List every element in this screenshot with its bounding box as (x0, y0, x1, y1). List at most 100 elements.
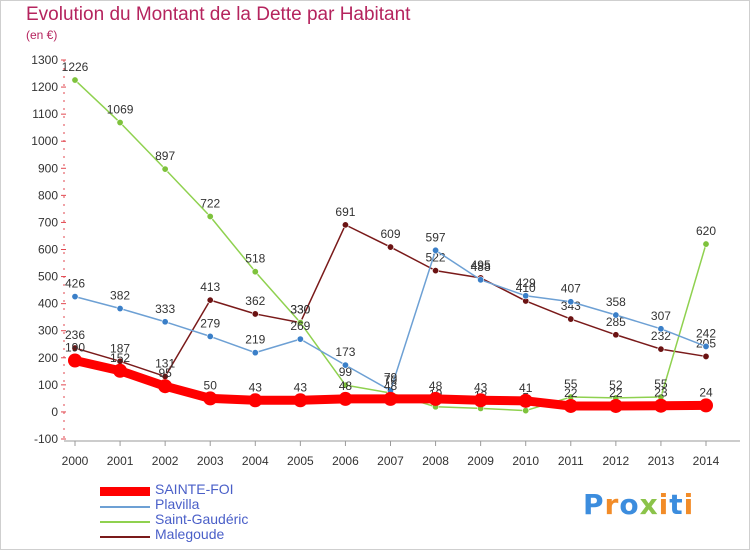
logo-letter: x (639, 488, 659, 521)
data-point (657, 325, 665, 333)
data-label: 362 (245, 294, 265, 308)
data-label: 333 (155, 302, 175, 316)
data-label: 518 (245, 252, 265, 266)
data-point (296, 319, 304, 327)
data-label: 55 (654, 377, 668, 391)
series-plavilla: 426 382 333 279 219 269 173 79 597 488 429 407 358 30… (65, 230, 716, 395)
x-tick-label: 2007 (377, 454, 404, 468)
logo-letter: t (669, 488, 684, 521)
data-point (428, 391, 443, 406)
data-label: 24 (699, 385, 713, 399)
data-point (68, 353, 82, 368)
data-point (522, 407, 530, 415)
data-label: 620 (696, 224, 716, 238)
data-point (432, 246, 440, 254)
data-label: 43 (249, 380, 263, 394)
data-point (338, 391, 353, 406)
data-point (296, 335, 304, 343)
y-tick-label: 400 (38, 297, 58, 311)
legend-label: Saint-Gaudéric (155, 511, 249, 527)
data-point (206, 212, 214, 220)
chart-title: Evolution du Montant de la Dette par Hab… (26, 4, 411, 25)
y-tick-label: 0 (51, 405, 58, 419)
data-label: 43 (474, 380, 488, 394)
data-label: 41 (519, 381, 533, 395)
data-label: 242 (696, 326, 716, 340)
data-point (248, 393, 263, 408)
data-point (71, 76, 79, 84)
data-label: 48 (429, 379, 443, 393)
legend-swatch (100, 506, 150, 508)
data-point (386, 243, 394, 251)
data-label: 152 (110, 351, 130, 365)
data-label: 691 (335, 205, 355, 219)
data-point (341, 361, 349, 369)
data-label: 269 (290, 319, 310, 333)
y-tick-label: 100 (38, 378, 58, 392)
data-point (518, 393, 533, 408)
x-tick-label: 2008 (422, 454, 449, 468)
y-tick-label: 1100 (32, 107, 58, 121)
data-label: 426 (65, 277, 85, 291)
data-label: 22 (609, 386, 623, 400)
logo-letter: o (619, 488, 640, 521)
data-point (522, 292, 530, 300)
x-tick-label: 2012 (603, 454, 630, 468)
data-label: 307 (651, 309, 671, 323)
x-tick-label: 2010 (512, 454, 539, 468)
y-tick-label: 700 (38, 215, 58, 229)
data-label: 187 (110, 341, 130, 355)
data-point (612, 331, 620, 339)
y-tick-label: 1200 (31, 80, 58, 94)
data-label: 382 (110, 289, 130, 303)
x-tick-label: 2011 (558, 454, 584, 468)
proxiti-logo: Proxiti (583, 488, 694, 521)
data-point (251, 349, 259, 357)
data-label: 99 (339, 365, 353, 379)
data-label: 279 (200, 316, 220, 330)
y-tick-label: 600 (38, 243, 58, 257)
data-label: 236 (65, 328, 85, 342)
data-point (251, 268, 259, 276)
data-label: 70 (384, 373, 398, 387)
data-point (612, 311, 620, 319)
x-tick-label: 2001 (107, 454, 134, 468)
data-label: 173 (335, 345, 355, 359)
data-point (293, 393, 308, 408)
data-label: 609 (380, 227, 400, 241)
data-point (71, 293, 79, 301)
data-point (432, 267, 440, 275)
data-point (116, 305, 124, 313)
logo-letter: i (683, 488, 695, 521)
data-label: 23 (654, 386, 668, 400)
x-tick-label: 2013 (648, 454, 675, 468)
legend-swatch (100, 521, 150, 523)
y-tick-label: 800 (38, 188, 58, 202)
data-point (608, 398, 623, 413)
data-label: 48 (339, 379, 353, 393)
data-point (251, 310, 259, 318)
logo-letter: i (658, 488, 670, 521)
data-label: 722 (200, 196, 220, 210)
data-label: 413 (200, 280, 220, 294)
data-point (203, 391, 218, 406)
data-point (161, 318, 169, 326)
data-label: 219 (245, 333, 265, 347)
data-point (702, 342, 710, 350)
data-point (341, 381, 349, 389)
data-point (161, 165, 169, 173)
y-tick-label: 1300 (31, 53, 58, 67)
data-point (116, 119, 124, 127)
legend-label: Malegoude (155, 526, 225, 542)
series-malegoude: 2361871314133623306916095224954103432852… (65, 205, 716, 380)
data-point (657, 345, 665, 353)
data-label: 52 (609, 378, 623, 392)
y-tick-label: 900 (38, 161, 58, 175)
data-label: 429 (516, 276, 536, 290)
x-tick-label: 2005 (287, 454, 314, 468)
data-point (158, 379, 173, 394)
data-point (206, 332, 214, 340)
x-tick-label: 2009 (467, 454, 494, 468)
data-label: 488 (471, 260, 491, 274)
